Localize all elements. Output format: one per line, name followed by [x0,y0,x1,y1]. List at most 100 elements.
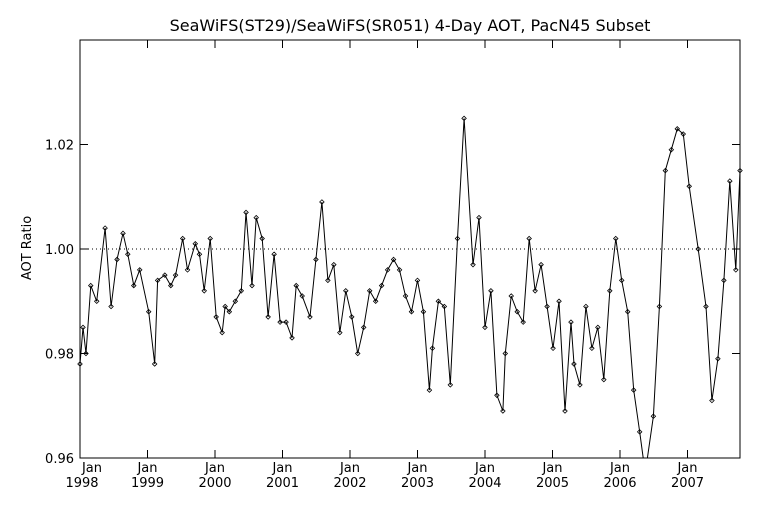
data-point-marker [196,251,203,257]
data-point-marker [343,288,349,294]
data-point-marker [686,183,692,190]
data-point-marker [348,314,355,320]
data-point-marker [488,288,494,294]
data-point-marker [583,303,589,310]
data-point-marker [526,235,532,242]
data-point-marker [674,126,681,132]
data-point-marker [201,288,208,294]
data-point-marker [307,314,313,320]
data-point-marker [151,361,158,367]
data-point-marker [470,261,476,268]
chart-title: SeaWiFS(ST29)/SeaWiFS(SR051) 4-Day AOT, … [170,16,651,35]
x-tick-year-label: 2004 [468,476,501,491]
data-point-marker [384,267,391,273]
data-point-marker [293,282,299,289]
data-point-marker [595,324,601,331]
data-point-marker [77,361,83,367]
data-point-marker [562,408,568,414]
data-point-marker [213,314,219,320]
data-point-marker [179,235,186,242]
data-point-marker [136,267,143,273]
data-point-marker [426,387,433,393]
data-point-marker [544,303,550,310]
data-point-marker [402,293,409,299]
x-tick-month-label: Jan [676,461,697,476]
x-tick-month-label: Jan [474,461,495,476]
x-tick-month-label: Jan [541,461,562,476]
y-axis-label: AOT Ratio [20,216,35,280]
data-point-marker [83,350,89,357]
data-point-marker [378,282,385,289]
data-point-marker [277,319,283,325]
data-point-marker [656,303,663,310]
data-point-marker [184,267,191,273]
data-point-marker [259,235,265,242]
data-point-marker [265,314,271,320]
data-point-marker [366,288,373,294]
data-point-marker [299,293,305,299]
data-point-marker [709,397,715,404]
data-point-marker [396,267,403,273]
data-point-marker [414,277,421,284]
data-point-marker [668,146,675,153]
data-point-marker [271,251,277,257]
data-point-marker [172,272,179,278]
data-point-marker [520,319,526,325]
data-point-marker [618,277,625,284]
data-point-marker [408,308,415,315]
data-point-marker [612,235,619,242]
data-point-marker [249,282,255,289]
data-point-marker [420,308,427,315]
y-tick-label: 1.02 [45,139,74,154]
data-point-marker [607,288,613,294]
data-point-marker [130,282,137,289]
data-point-marker [715,355,721,362]
data-point-marker [494,392,500,399]
data-point-marker [253,214,259,221]
data-point-marker [500,408,506,414]
data-point-marker [87,282,94,289]
x-tick-month-label: Jan [609,461,630,476]
y-axis: 0.96 0.98 1.00 1.02 [45,139,740,467]
data-point-marker [508,293,515,299]
data-point-marker [313,256,319,263]
x-tick-year-label: 2003 [401,476,434,491]
data-point-marker [337,329,343,336]
data-point-marker [589,345,595,352]
y-tick-label: 0.96 [45,452,74,467]
data-point-marker [538,261,544,268]
data-point-marker [168,282,174,289]
x-tick-month-label: Jan [339,461,360,476]
x-axis: Jan1998Jan1999Jan2000Jan2001Jan2002Jan20… [65,40,704,491]
data-point-marker [390,256,397,263]
data-point-marker [219,329,225,336]
data-point-marker [102,225,108,231]
x-tick-month-label: Jan [136,461,157,476]
x-tick-year-label: 1999 [131,476,164,491]
data-point-marker [721,277,727,284]
data-point-marker [319,199,325,205]
x-tick-month-label: Jan [271,461,292,476]
data-point-marker [733,267,739,273]
data-point-marker [695,246,701,252]
x-tick-year-label: 2006 [603,476,636,491]
data-point-marker [243,209,249,216]
data-point-marker [120,230,126,237]
data-point-marker [650,413,657,419]
data-point-marker [289,335,295,341]
data-point-marker [238,288,245,294]
data-point-marker [80,324,86,331]
data-point-marker [737,167,743,174]
data-point-marker [556,298,562,305]
data-point-marker [360,324,367,331]
data-point-marker [145,308,152,315]
x-tick-year-label: 2001 [266,476,299,491]
data-point-marker [283,319,289,325]
data-point-marker [108,303,114,310]
data-point-marker [372,298,379,305]
data-point-marker [461,115,467,122]
data-point-marker [532,288,538,294]
data-point-marker [207,235,213,242]
x-tick-year-label: 2002 [333,476,366,491]
